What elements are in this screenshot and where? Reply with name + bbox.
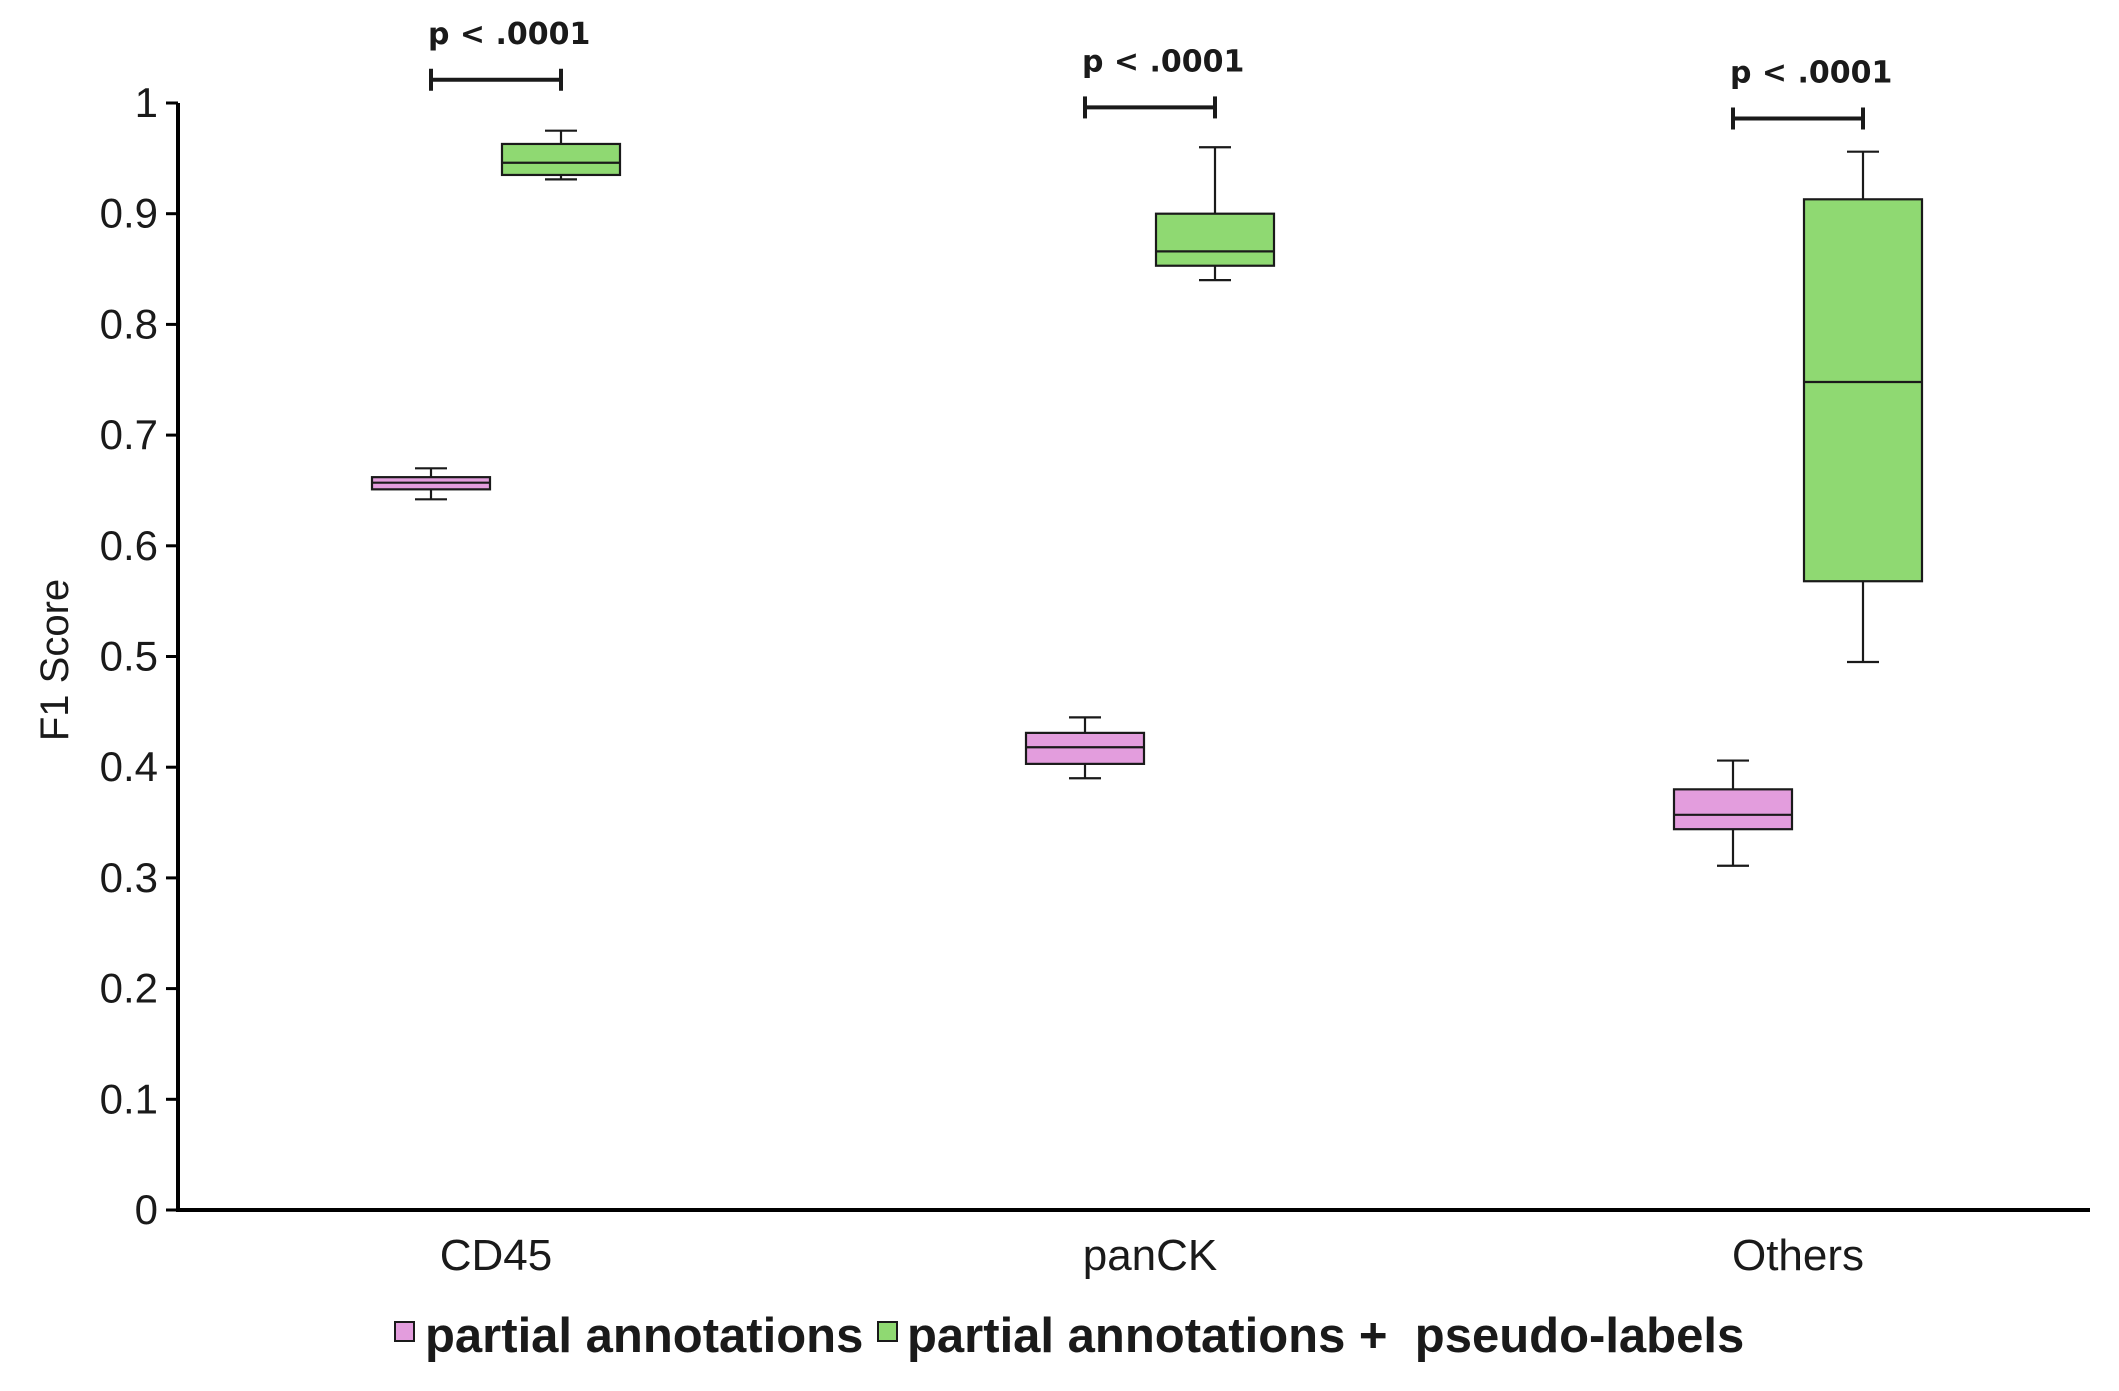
y-tick-label: 0.4 (100, 743, 158, 790)
y-tick-label: 0.7 (100, 411, 158, 458)
legend: partial annotations partial annotations … (394, 1309, 1744, 1363)
p-value-label: p < .0001 (428, 17, 590, 52)
y-tick-label: 0.3 (100, 854, 158, 901)
y-tick-label: 0.6 (100, 522, 158, 569)
y-tick-label: 0.9 (100, 190, 158, 237)
y-tick-label: 0.2 (100, 965, 158, 1012)
y-tick-label: 0.8 (100, 300, 158, 347)
y-tick-label: 0 (135, 1186, 158, 1233)
box-iqr (500, 142, 622, 177)
x-category-label: CD45 (440, 1231, 553, 1280)
y-axis-label: F1 Score (33, 579, 77, 741)
y-tick-label: 0.5 (100, 633, 158, 680)
legend-swatch-pseudo-labels (877, 1321, 898, 1342)
plot-area: 0 0.1 0.2 0.3 0.4 0.5 0.6 0.7 0.8 0.9 1 CD45 panCK Ot… (100, 17, 2090, 1280)
legend-swatch-partial-annotations (394, 1321, 415, 1342)
legend-label-partial-annotations: partial annotations (425, 1309, 863, 1363)
x-category-label: panCK (1083, 1231, 1218, 1280)
y-tick-label: 0.1 (100, 1075, 158, 1122)
x-category-label: Others (1732, 1231, 1864, 1280)
y-tick-label: 1 (135, 79, 158, 126)
p-value-label: p < .0001 (1082, 44, 1244, 79)
box-iqr (1802, 198, 1924, 583)
legend-label-pseudo-labels: partial annotations + pseudo-labels (907, 1309, 1744, 1363)
box-iqr (1154, 212, 1276, 267)
box-iqr (1024, 731, 1146, 765)
p-value-label: p < .0001 (1730, 55, 1892, 90)
box-iqr (1672, 788, 1794, 831)
